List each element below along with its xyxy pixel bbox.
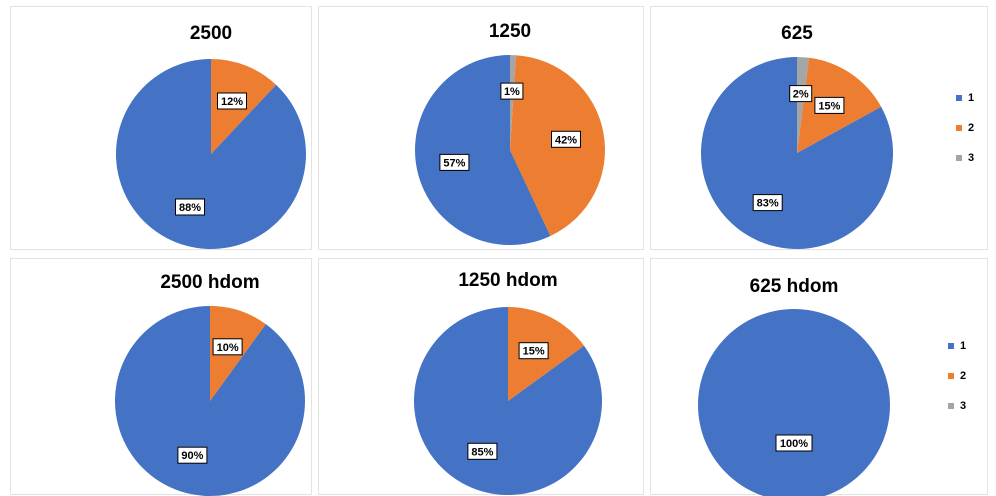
data-label-2: 10% [212, 338, 243, 356]
legend-entry-2: 2 [948, 370, 966, 382]
data-label-text: 88% [179, 202, 201, 214]
data-label-text: 42% [555, 134, 577, 146]
data-label-box [789, 85, 813, 103]
data-label-text: 15% [818, 100, 840, 112]
legend-swatch-2 [948, 373, 954, 379]
legend-swatch-2 [956, 125, 962, 131]
data-label-1: 85% [467, 442, 498, 460]
pie-chart-2500: 2500 88% 12% [115, 23, 306, 249]
pie-chart-625: 625 83% 15% 2% [701, 23, 894, 249]
legend-entry-3: 3 [956, 152, 974, 164]
legend-swatch-1 [956, 95, 962, 101]
data-label-box [467, 442, 498, 460]
legend-label-3: 3 [960, 400, 967, 412]
data-label-box [217, 92, 247, 110]
data-label-box [212, 338, 243, 356]
legend-entry-1: 1 [948, 340, 966, 352]
data-label-box [814, 96, 845, 114]
legend-label-1: 1 [960, 340, 967, 352]
data-label-text: 57% [443, 157, 465, 169]
legend-label-2: 2 [960, 370, 967, 382]
data-label-text: 12% [221, 96, 243, 108]
data-label-1: 57% [439, 153, 470, 171]
data-label-box [752, 194, 783, 212]
legend-label-1: 1 [968, 92, 975, 104]
pie-slice-1 [115, 59, 306, 249]
chart-title: 625 hdom [750, 276, 839, 297]
chart-panel-2500-hdom: 2500 hdom 90% 10% [10, 258, 312, 496]
pie-slice-1 [115, 306, 306, 496]
data-label-text: 15% [523, 346, 545, 358]
data-label-text: 1% [504, 86, 520, 98]
pie-slice-1 [698, 309, 890, 496]
legend-label-2: 2 [968, 122, 975, 134]
legend-swatch-3 [948, 403, 954, 409]
legend-entry-3: 3 [948, 400, 966, 412]
data-label-2: 42% [551, 130, 581, 148]
data-label-1: 90% [177, 446, 208, 464]
pie-slice-3 [797, 57, 810, 153]
chart-title: 1250 [489, 21, 531, 42]
legend-swatch-3 [956, 155, 962, 161]
data-label-box [518, 342, 549, 360]
data-label-3: 1% [500, 82, 524, 100]
data-label-1: 100% [775, 434, 813, 452]
legend-bottom: 1 2 3 [948, 340, 986, 420]
data-label-box [177, 446, 208, 464]
pie-slice-3 [510, 55, 516, 150]
chart-panel-625: 625 83% 15% 2% [650, 6, 988, 250]
legend-entry-1: 1 [956, 92, 974, 104]
chart-panel-1250-hdom: 1250 hdom 85% 15% [318, 258, 644, 495]
pie-chart-1250: 1250 57% 42% 1% [415, 21, 605, 246]
data-label-box [175, 198, 205, 216]
chart-title: 2500 hdom [160, 272, 259, 293]
data-label-box [551, 130, 581, 148]
data-label-3: 2% [789, 85, 813, 103]
data-label-text: 2% [793, 89, 809, 101]
data-label-box [500, 82, 524, 100]
chart-panel-1250: 1250 57% 42% 1% [318, 6, 644, 250]
chart-title: 1250 hdom [458, 270, 557, 291]
data-label-text: 85% [471, 446, 493, 458]
chart-title: 625 [781, 23, 813, 44]
pie-slice-1 [414, 307, 603, 495]
pie-slice-1 [701, 57, 894, 249]
data-label-2: 15% [518, 342, 549, 360]
data-label-1: 88% [175, 198, 205, 216]
legend-entry-2: 2 [956, 122, 974, 134]
data-label-text: 83% [757, 198, 779, 210]
data-label-2: 12% [217, 92, 247, 110]
legend-label-3: 3 [968, 152, 975, 164]
data-label-text: 90% [181, 450, 203, 462]
data-label-text: 10% [217, 342, 239, 354]
pie-slice-1 [415, 55, 551, 246]
chart-panel-2500: 2500 88% 12% [10, 6, 312, 250]
pie-chart-625-hdom: 625 hdom 100% [698, 276, 890, 496]
chart-title: 2500 [190, 23, 232, 44]
data-label-text: 100% [780, 438, 808, 450]
data-label-box [439, 153, 470, 171]
data-label-box [775, 434, 813, 452]
data-label-2: 15% [814, 96, 845, 114]
legend-top: 1 2 3 [956, 92, 986, 172]
chart-panel-625-hdom: 625 hdom 100% [650, 258, 988, 496]
pie-chart-1250-hdom: 1250 hdom 85% 15% [414, 270, 603, 495]
data-label-1: 83% [752, 194, 783, 212]
pie-chart-2500-hdom: 2500 hdom 90% 10% [115, 272, 306, 496]
legend-swatch-1 [948, 343, 954, 349]
